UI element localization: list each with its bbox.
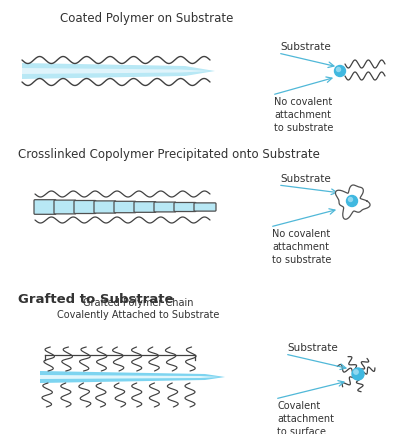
FancyBboxPatch shape [54, 201, 76, 214]
FancyBboxPatch shape [34, 200, 56, 215]
Text: Crosslinked Copolymer Precipitated onto Substrate: Crosslinked Copolymer Precipitated onto … [18, 148, 320, 161]
Text: Grafted Polymer Chain
Covalently Attached to Substrate: Grafted Polymer Chain Covalently Attache… [57, 298, 219, 319]
Polygon shape [335, 186, 370, 220]
Circle shape [349, 198, 353, 202]
FancyBboxPatch shape [174, 203, 196, 212]
Polygon shape [40, 371, 225, 383]
Circle shape [337, 68, 340, 72]
Text: No covalent
attachment
to substrate: No covalent attachment to substrate [272, 228, 331, 264]
Circle shape [352, 368, 364, 380]
Circle shape [354, 370, 358, 375]
Text: Substrate: Substrate [287, 342, 338, 352]
Text: Grafted to Substrate: Grafted to Substrate [18, 293, 173, 305]
Text: Coated Polymer on Substrate: Coated Polymer on Substrate [60, 12, 233, 25]
FancyBboxPatch shape [74, 201, 96, 214]
Text: Covalent
attachment
to surface: Covalent attachment to surface [277, 400, 334, 434]
FancyBboxPatch shape [154, 203, 176, 212]
Text: Substrate: Substrate [280, 42, 331, 52]
Text: No covalent
attachment
to substrate: No covalent attachment to substrate [274, 97, 333, 132]
Polygon shape [22, 69, 210, 75]
FancyBboxPatch shape [94, 201, 116, 214]
FancyBboxPatch shape [114, 202, 136, 213]
Circle shape [335, 66, 346, 77]
Polygon shape [40, 375, 220, 379]
FancyBboxPatch shape [134, 202, 156, 213]
Text: Substrate: Substrate [280, 174, 331, 184]
Circle shape [347, 196, 358, 207]
Polygon shape [22, 64, 215, 80]
FancyBboxPatch shape [194, 204, 216, 212]
